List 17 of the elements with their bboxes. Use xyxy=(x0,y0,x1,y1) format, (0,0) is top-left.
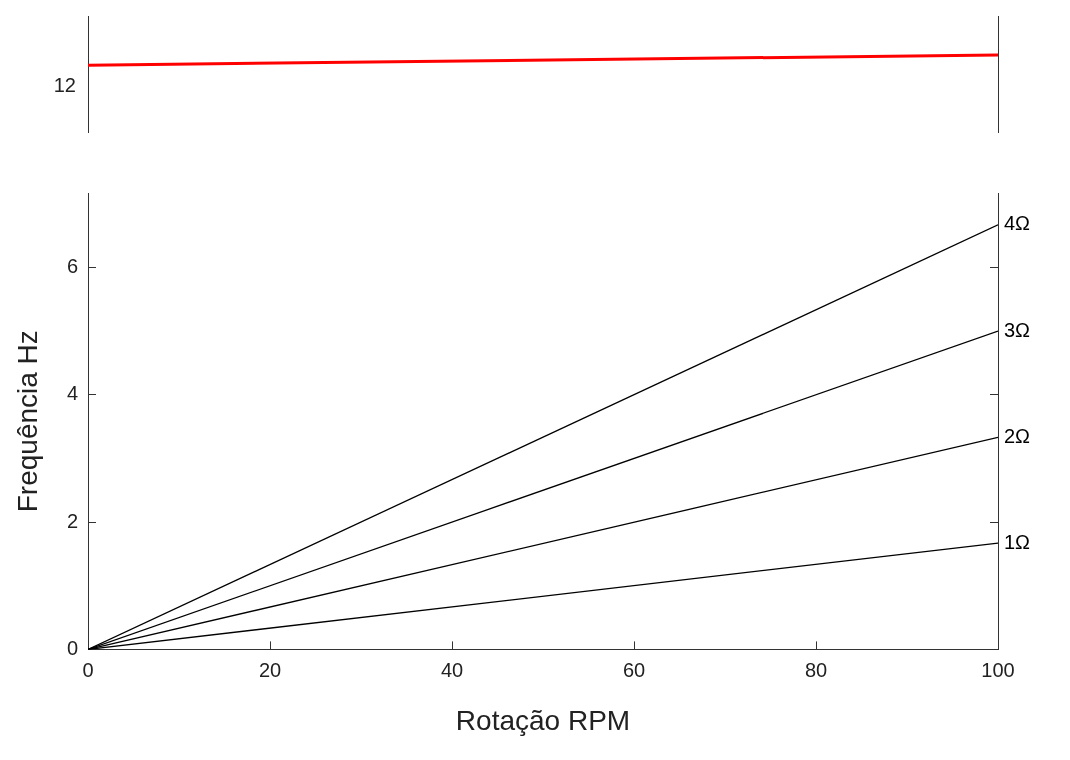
y-axis-title: Frequência Hz xyxy=(11,330,43,513)
x-tick-label: 80 xyxy=(804,658,828,681)
x-tick-label: 100 xyxy=(981,658,1015,681)
series-label: 3Ω xyxy=(1004,318,1031,341)
y-tick-label: 4 xyxy=(66,382,78,405)
y-tick-label: 0 xyxy=(66,636,78,659)
x-tick-label: 60 xyxy=(622,658,646,681)
series-label: 2Ω xyxy=(1004,424,1031,447)
series-label: 4Ω xyxy=(1004,212,1031,235)
x-axis-title: Rotação RPM xyxy=(455,704,631,736)
series-label: 1Ω xyxy=(1004,530,1031,553)
annotation: 12 xyxy=(53,73,76,96)
y-tick-label: 2 xyxy=(66,509,78,532)
x-tick-label: 0 xyxy=(82,658,94,681)
x-tick-label: 40 xyxy=(440,658,464,681)
x-tick-label: 20 xyxy=(258,658,282,681)
y-tick-label: 6 xyxy=(66,254,78,277)
